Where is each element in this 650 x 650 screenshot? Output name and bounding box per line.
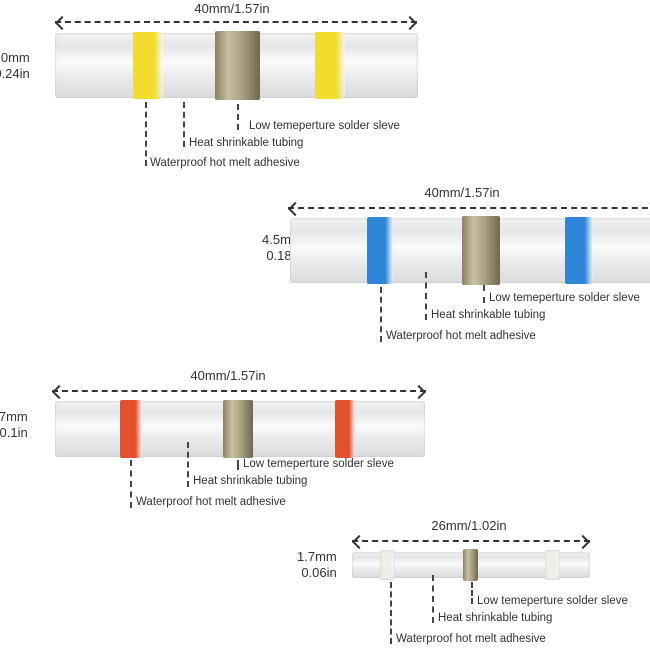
diameter-label: 1.7mm 0.06in — [297, 549, 337, 580]
pointer-line — [425, 272, 427, 320]
adhesive-label: Waterproof hot melt adhesive — [396, 633, 546, 645]
tubing-label: Heat shrinkable tubing — [189, 137, 304, 149]
length-arrow — [52, 390, 426, 392]
pointer-line — [145, 102, 147, 166]
solder-sleeve — [462, 216, 500, 285]
pointer-line — [471, 582, 473, 604]
adhesive-band — [545, 550, 560, 580]
length-label: 40mm/1.57in — [194, 1, 270, 16]
adhesive-band — [133, 32, 163, 99]
adhesive-label: Waterproof hot melt adhesive — [136, 496, 286, 508]
pointer-line — [380, 287, 382, 342]
solder-sleeve — [223, 400, 253, 458]
adhesive-label: Waterproof hot melt adhesive — [386, 330, 536, 342]
tubing-label: Heat shrinkable tubing — [193, 475, 308, 487]
solder-label: Low temeperture solder sleve — [477, 595, 628, 607]
pointer-line — [390, 582, 392, 644]
diameter-label: 2.7mm 0.1in — [0, 409, 28, 440]
solder-sleeve — [215, 31, 260, 100]
tubing-label: Heat shrinkable tubing — [438, 612, 553, 624]
length-arrow — [288, 207, 650, 209]
tubing-label: Heat shrinkable tubing — [431, 309, 546, 321]
adhesive-band — [120, 400, 142, 458]
solder-label: Low temeperture solder sleve — [489, 292, 640, 304]
pointer-line — [183, 102, 185, 147]
adhesive-band — [315, 32, 345, 99]
length-arrow — [352, 540, 590, 542]
adhesive-label: Waterproof hot melt adhesive — [150, 157, 300, 169]
length-label: 40mm/1.57in — [190, 368, 266, 383]
solder-sleeve — [463, 549, 478, 581]
pointer-line — [483, 285, 485, 303]
adhesive-band — [380, 550, 395, 580]
adhesive-band — [367, 217, 393, 284]
solder-label: Low temeperture solder sleve — [249, 120, 400, 132]
adhesive-band — [335, 400, 355, 458]
pointer-line — [130, 460, 132, 508]
pointer-line — [237, 460, 239, 470]
pointer-line — [237, 104, 239, 130]
adhesive-band — [565, 217, 593, 284]
length-label: 40mm/1.57in — [424, 185, 500, 200]
pointer-line — [187, 442, 189, 487]
length-arrow — [55, 21, 417, 23]
pointer-line — [432, 575, 434, 623]
length-label: 26mm/1.02in — [431, 518, 507, 533]
solder-label: Low temeperture solder sleve — [243, 458, 394, 470]
diameter-label: 6.0mm 0.24in — [0, 50, 30, 81]
